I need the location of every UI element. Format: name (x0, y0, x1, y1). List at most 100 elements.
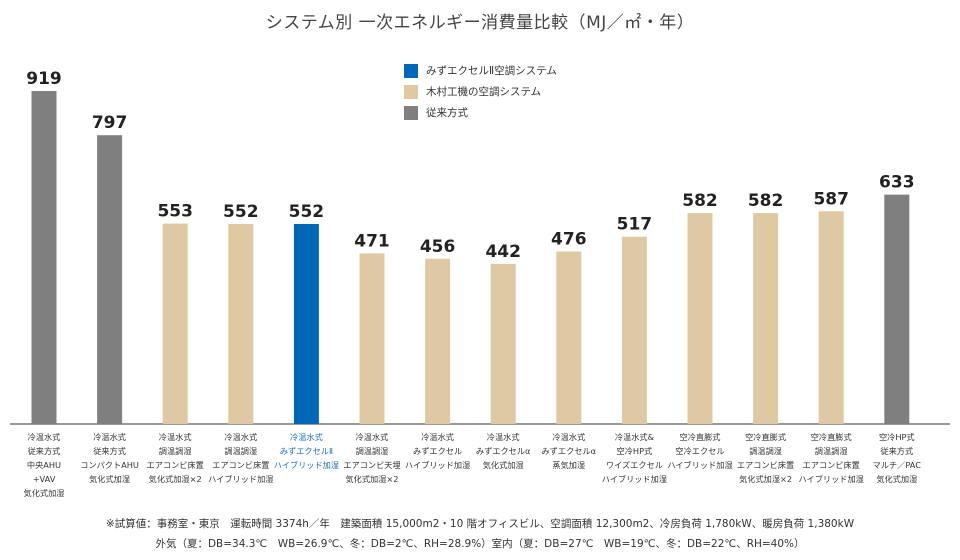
category-label: 空冷直膨式調温調湿エアコンビ床置 気化式加湿×2 (731, 430, 801, 486)
category-label-line: 空冷直膨式 (679, 432, 721, 442)
category-label-line: 調温調湿 (158, 446, 192, 456)
note-line-1: ※試算値：事務室・東京 運転時間 3374h／年 建築面積 15,000m2・1… (105, 518, 855, 530)
legend-item: 木村工機の空調システム (404, 81, 557, 102)
note-line-2: 外気（夏：DB=34.3℃ WB=26.9℃、冬：DB=2℃、RH=28.9%）… (155, 538, 805, 550)
category-label-line: エアコンビ天埋 (343, 460, 401, 470)
category-label-line: +VAV (32, 474, 56, 484)
bar (818, 211, 844, 424)
category-label-line: 調温調湿 (355, 446, 389, 456)
category-label-line: マルチ／PAC (872, 460, 921, 470)
category-label-line: 冷温水式 (93, 432, 126, 442)
category-label: 空冷直膨式空冷エクセル ハイブリッド加湿 (665, 430, 735, 472)
category-label-line: ハイブリッド加湿 (273, 460, 340, 470)
category-label-line: 冷温水式 (552, 432, 586, 442)
data-label: 553 (157, 202, 193, 222)
category-label: 冷温水式調温調湿エアコンビ天埋 気化式加湿×2 (337, 430, 407, 486)
data-label: 919 (26, 69, 62, 89)
data-label: 633 (879, 173, 915, 193)
legend-label: 従来方式 (426, 107, 468, 119)
category-label: 冷温水式 みずエクセルα 気化式加湿 (468, 430, 538, 472)
bar (162, 223, 188, 424)
category-label-line: 空冷HP式 (616, 446, 653, 456)
data-label: 456 (420, 237, 456, 257)
category-label-line: コンパクトAHU (80, 460, 139, 470)
data-label: 517 (617, 215, 653, 235)
category-label: 冷温水式調温調湿エアコンビ床置 気化式加湿×2 (140, 430, 210, 486)
category-label-line: 空冷エクセル (675, 446, 725, 456)
bar (228, 223, 254, 424)
category-label-line: 気化式加湿×2 (148, 474, 202, 484)
category-label-line: エアコンビ床置 (736, 460, 795, 470)
category-label-line: エアコンビ床置 (802, 460, 860, 470)
category-label-line: 調温調湿 (224, 446, 258, 456)
category-label-line: 冷温水式 (158, 432, 192, 442)
bar (359, 253, 385, 424)
category-label-line: 気化式加湿 (23, 488, 65, 498)
data-label: 797 (92, 113, 128, 133)
category-label-line: みずエクセルα (475, 446, 531, 456)
category-label-line: みずエクセルⅡ (279, 446, 333, 456)
data-label: 587 (813, 189, 849, 209)
category-label-line: 気化式加湿×2 (739, 474, 793, 484)
category-label-line: 冷温水式 (290, 432, 323, 442)
category-label-line: ハイブリッド加湿 (404, 460, 471, 470)
category-label-line: 調温調湿 (814, 446, 848, 456)
category-label-line: 中央AHU (26, 460, 62, 470)
category-label-line: 冷温水式 (486, 432, 520, 442)
legend: みずエクセルⅡ空調システム 木村工機の空調システム 従来方式 (404, 60, 557, 123)
category-label-line: 冷温水式 (355, 432, 389, 442)
bar (293, 223, 319, 424)
category-label: 空冷HP式 従来方式 マルチ／PAC 気化式加湿 (862, 430, 932, 486)
legend-label: 木村工機の空調システム (426, 86, 542, 98)
data-label: 442 (485, 242, 521, 262)
category-label-line: ワイズエクセル (605, 460, 663, 470)
bar (490, 263, 516, 424)
category-label: 空冷直膨式 調温調湿 エアコンビ床置 ハイブリッド加湿 (796, 430, 866, 486)
legend-swatch (404, 105, 418, 120)
category-label-line: 冷温水式 (224, 432, 258, 442)
bar (97, 135, 123, 425)
data-label: 582 (682, 191, 718, 211)
category-label-line: 冷温水式 (27, 432, 61, 442)
category-label: 冷温水式 みずエクセルα 蒸気加湿 (534, 430, 604, 472)
bar (687, 213, 713, 424)
category-label-line: ハイブリッド加湿 (601, 474, 668, 484)
legend-swatch (404, 63, 418, 78)
data-label: 552 (223, 202, 259, 222)
bar (425, 258, 451, 424)
category-label-line: 調温調湿 (749, 446, 782, 456)
data-label: 582 (748, 191, 784, 211)
legend-label: みずエクセルⅡ空調システム (426, 65, 557, 77)
data-label: 552 (289, 202, 325, 222)
category-label-line: 空冷直膨式 (745, 432, 787, 442)
bar (884, 194, 910, 424)
category-label-line: 冷温水式 (421, 432, 454, 442)
category-label-line: 空冷直膨式 (810, 432, 852, 442)
category-label-line: 従来方式 (27, 446, 61, 456)
category-label-line: 冷温水式& (614, 432, 654, 442)
category-label-line: エアコンビ床置 (212, 460, 270, 470)
data-label: 471 (354, 231, 390, 251)
category-label-line: 空冷HP式 (878, 432, 915, 442)
category-label-line: エアコンビ床置 (146, 460, 204, 470)
category-label-line: 気化式加湿 (876, 474, 918, 484)
category-label-line: みずエクセル (413, 446, 463, 456)
category-label: 冷温水式従来方式中央AHU +VAV 気化式加湿 (9, 430, 79, 500)
bar (621, 236, 647, 424)
category-label-line: ハイブリッド加湿 (667, 460, 733, 470)
category-label-line: 気化式加湿 (89, 474, 131, 484)
category-label: 冷温水式調温調湿エアコンビ床置 ハイブリッド加湿 (206, 430, 276, 486)
notes: ※試算値：事務室・東京 運転時間 3374h／年 建築面積 15,000m2・1… (0, 514, 960, 554)
category-label: 冷温水式みずエクセルⅡ ハイブリッド加湿 (271, 430, 341, 472)
category-label: 冷温水式& 空冷HP式ワイズエクセル ハイブリッド加湿 (599, 430, 669, 486)
category-label-line: 気化式加湿×2 (345, 474, 399, 484)
legend-item: 従来方式 (404, 102, 557, 123)
category-label-line: ハイブリッド加湿 (208, 474, 274, 484)
chart-title: システム別 一次エネルギー消費量比較（MJ／㎡・年） (265, 13, 695, 33)
category-label-line: 従来方式 (93, 446, 126, 456)
category-label-line: みずエクセルα (541, 446, 597, 456)
category-label: 冷温水式従来方式コンパクトAHU 気化式加湿 (75, 430, 145, 486)
data-label: 476 (551, 230, 587, 250)
category-label: 冷温水式みずエクセル ハイブリッド加湿 (403, 430, 473, 472)
